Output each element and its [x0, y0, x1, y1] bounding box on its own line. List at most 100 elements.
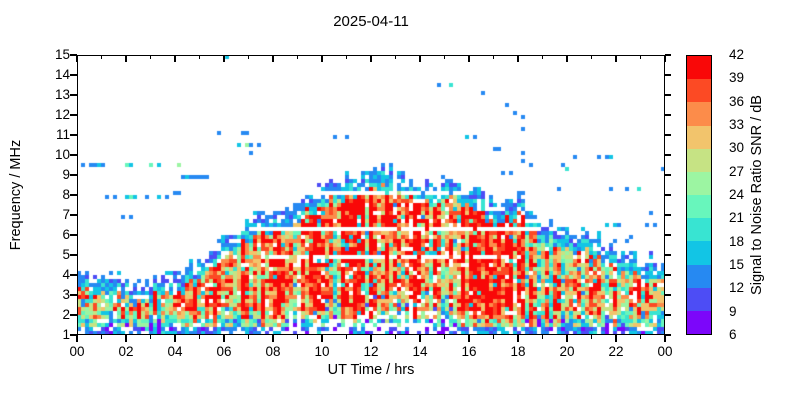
y-tick-right — [665, 274, 671, 276]
y-tick-label: 15 — [54, 47, 70, 62]
x-tick-top — [492, 56, 495, 59]
x-tick-top — [198, 56, 201, 59]
x-tick-top — [272, 56, 274, 62]
y-tick-right — [665, 174, 671, 176]
x-tick — [321, 335, 323, 342]
y-tick — [70, 254, 77, 256]
y-tick — [70, 294, 77, 296]
x-tick — [639, 335, 642, 339]
x-tick — [149, 335, 152, 339]
y-tick-right — [665, 294, 671, 296]
x-tick — [370, 335, 372, 342]
colorbar-tick-label: 42 — [729, 47, 745, 62]
y-tick-right — [665, 54, 671, 56]
x-tick — [517, 335, 519, 342]
colorbar-segment — [687, 218, 711, 242]
x-tick — [419, 335, 421, 342]
x-tick-top — [639, 56, 642, 59]
x-tick — [615, 335, 617, 342]
x-tick — [174, 335, 176, 342]
x-tick-top — [615, 56, 617, 62]
y-tick-label: 10 — [54, 147, 70, 162]
colorbar-tick-label: 30 — [729, 140, 745, 156]
x-tick-top — [590, 56, 593, 59]
x-tick-label: 10 — [314, 344, 330, 359]
y-tick — [70, 134, 77, 136]
colorbar-tick-label: 36 — [729, 93, 745, 109]
y-tick-right — [665, 114, 671, 116]
y-tick — [70, 54, 77, 56]
x-tick — [198, 335, 201, 339]
y-tick-label: 9 — [62, 167, 70, 182]
x-tick-label: 22 — [608, 344, 624, 359]
colorbar-tick-label: 27 — [729, 163, 745, 179]
x-tick — [492, 335, 495, 339]
x-axis-label: UT Time / hrs — [327, 362, 415, 378]
y-tick-label: 12 — [54, 107, 70, 122]
x-tick-top — [174, 56, 176, 62]
x-tick-top — [76, 56, 78, 62]
y-tick — [70, 334, 77, 336]
y-tick — [70, 194, 77, 196]
y-tick — [70, 74, 77, 76]
colorbar-segment — [687, 125, 711, 149]
y-tick-label: 8 — [62, 187, 70, 202]
x-tick — [247, 335, 250, 339]
y-tick-label: 3 — [62, 287, 70, 302]
colorbar-tick-label: 15 — [729, 257, 745, 272]
y-tick-right — [665, 234, 671, 236]
x-tick-label: 00 — [657, 344, 673, 359]
x-tick-label: 06 — [216, 344, 232, 359]
colorbar-segment — [687, 310, 711, 335]
y-tick-label: 14 — [54, 67, 70, 82]
x-tick-label: 12 — [363, 344, 379, 359]
x-tick — [566, 335, 568, 342]
y-tick — [70, 154, 77, 156]
x-tick-top — [321, 56, 323, 62]
y-tick-right — [665, 314, 671, 316]
x-tick-top — [419, 56, 421, 62]
plot-border — [77, 55, 665, 335]
colorbar-segment — [687, 148, 711, 172]
y-tick — [70, 314, 77, 316]
y-tick — [70, 114, 77, 116]
x-tick-top — [345, 56, 348, 59]
colorbar-segment — [687, 241, 711, 265]
x-tick-top — [394, 56, 397, 59]
x-tick-top — [149, 56, 152, 59]
y-tick-right — [665, 334, 671, 336]
x-tick — [296, 335, 299, 339]
x-tick-label: 16 — [461, 344, 477, 359]
y-tick-label: 11 — [55, 127, 70, 142]
x-tick-top — [664, 56, 666, 62]
x-tick-top — [247, 56, 250, 59]
x-tick-label: 02 — [118, 344, 134, 359]
x-tick — [223, 335, 225, 342]
y-tick-right — [665, 194, 671, 196]
colorbar-segment — [687, 264, 711, 288]
y-tick-label: 7 — [62, 207, 70, 222]
x-tick-top — [443, 56, 446, 59]
y-tick — [70, 174, 77, 176]
y-tick — [70, 214, 77, 216]
snr-heatmap-canvas — [77, 55, 665, 335]
colorbar-tick-label: 9 — [729, 303, 737, 319]
x-tick-label: 20 — [559, 344, 575, 359]
x-tick-top — [566, 56, 568, 62]
colorbar-tick-label: 21 — [729, 210, 745, 226]
x-tick-top — [370, 56, 372, 62]
colorbar-tick-label: 39 — [729, 70, 745, 86]
y-tick-right — [665, 134, 671, 136]
colorbar-segment — [687, 195, 711, 219]
colorbar-segment — [687, 56, 711, 80]
colorbar-segment — [687, 79, 711, 103]
x-tick-top — [468, 56, 470, 62]
x-tick — [541, 335, 544, 339]
x-tick-top — [223, 56, 225, 62]
colorbar-tick-label: 24 — [729, 187, 745, 202]
y-tick-label: 5 — [62, 247, 70, 262]
y-tick-label: 6 — [62, 227, 70, 242]
y-tick-right — [665, 74, 671, 76]
x-tick — [590, 335, 593, 339]
